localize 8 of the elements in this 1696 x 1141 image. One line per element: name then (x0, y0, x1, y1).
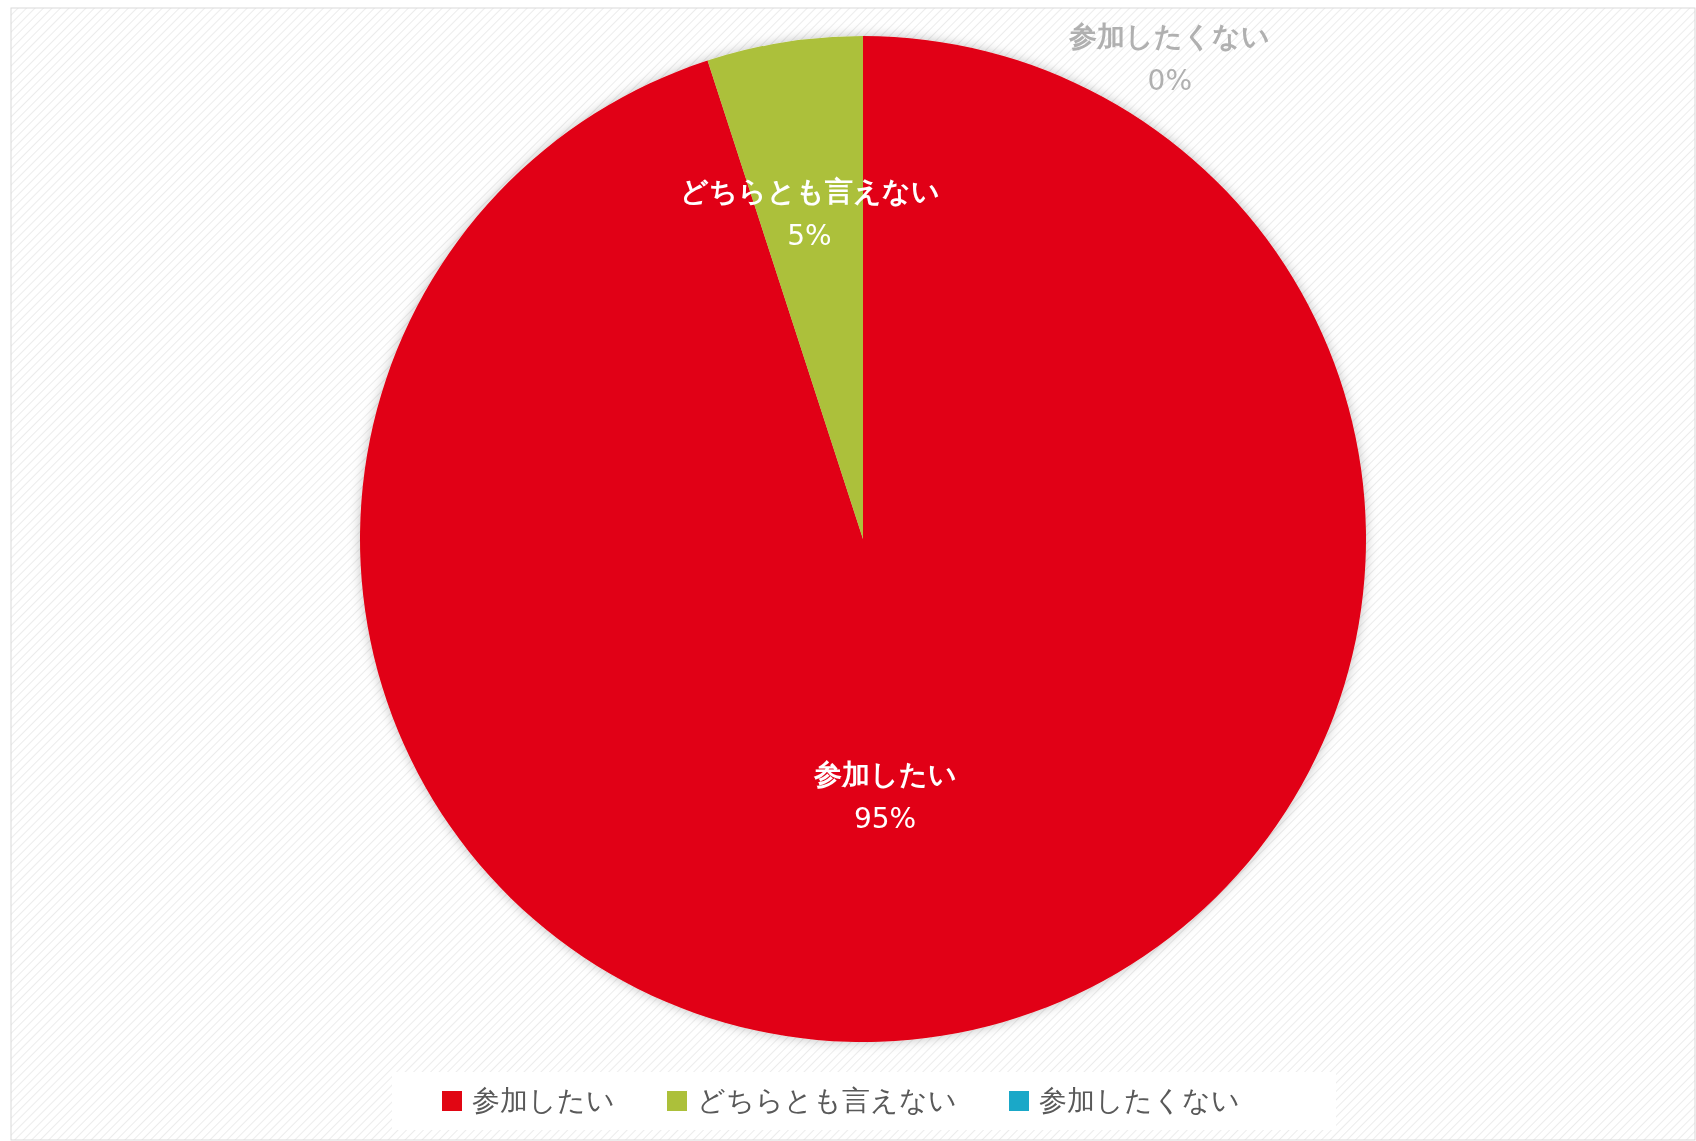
data-label: 5% (787, 219, 832, 253)
text: 0% (1147, 64, 1193, 98)
slice-label: 参加したい (812, 758, 957, 791)
category-label: 参加したくない (1069, 20, 1271, 54)
legend-label: 参加したい (472, 1084, 615, 1117)
legend-label: 参加したくない (1039, 1084, 1240, 1117)
legend-label: どちらとも言えない (697, 1084, 957, 1117)
data-label: 95% (853, 802, 917, 835)
